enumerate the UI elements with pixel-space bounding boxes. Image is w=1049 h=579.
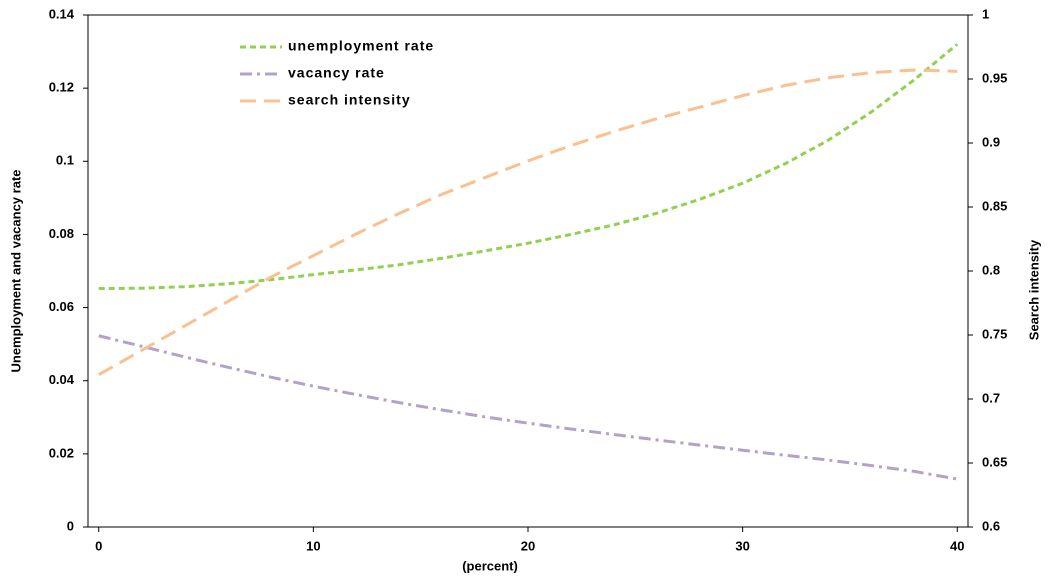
x-tick-label: 0 bbox=[95, 538, 102, 553]
x-tick-label: 10 bbox=[306, 538, 320, 553]
y2-tick-label: 0.8 bbox=[982, 262, 1000, 277]
x-axis-label: (percent) bbox=[462, 558, 518, 573]
y2-tick-label: 0.6 bbox=[982, 518, 1000, 533]
y2-tick-label: 0.95 bbox=[982, 70, 1007, 85]
y2-tick-label: 0.7 bbox=[982, 390, 1000, 405]
x-tick-label: 40 bbox=[950, 538, 964, 553]
y-tick-label: 0.1 bbox=[56, 153, 74, 168]
y-tick-label: 0.12 bbox=[49, 80, 74, 95]
legend-label: vacancy rate bbox=[288, 65, 385, 81]
x-tick-label: 20 bbox=[521, 538, 535, 553]
y2-tick-label: 0.75 bbox=[982, 326, 1007, 341]
y2-tick-label: 0.85 bbox=[982, 198, 1007, 213]
legend-label: unemployment rate bbox=[288, 38, 434, 54]
series-line bbox=[98, 43, 959, 291]
y-tick-label: 0.08 bbox=[49, 226, 74, 241]
plot-area bbox=[87, 14, 969, 528]
y-tick-label: 0.06 bbox=[49, 299, 74, 314]
y2-axis-label: Search intensity bbox=[1026, 239, 1041, 340]
y-tick-label: 0 bbox=[67, 518, 74, 533]
series-line bbox=[98, 334, 958, 481]
y2-tick-label: 0.65 bbox=[982, 454, 1007, 469]
y-tick-label: 0.02 bbox=[49, 445, 74, 460]
legend-label: search intensity bbox=[288, 92, 411, 108]
y2-tick-label: 1 bbox=[982, 6, 989, 21]
y2-tick-label: 0.9 bbox=[982, 134, 1000, 149]
y-tick-label: 0.04 bbox=[49, 372, 75, 387]
x-tick-label: 30 bbox=[735, 538, 749, 553]
y-axis-label: Unemployment and vacancy rate bbox=[8, 169, 23, 372]
y-tick-label: 0.14 bbox=[49, 6, 75, 21]
series-line bbox=[97, 68, 958, 376]
